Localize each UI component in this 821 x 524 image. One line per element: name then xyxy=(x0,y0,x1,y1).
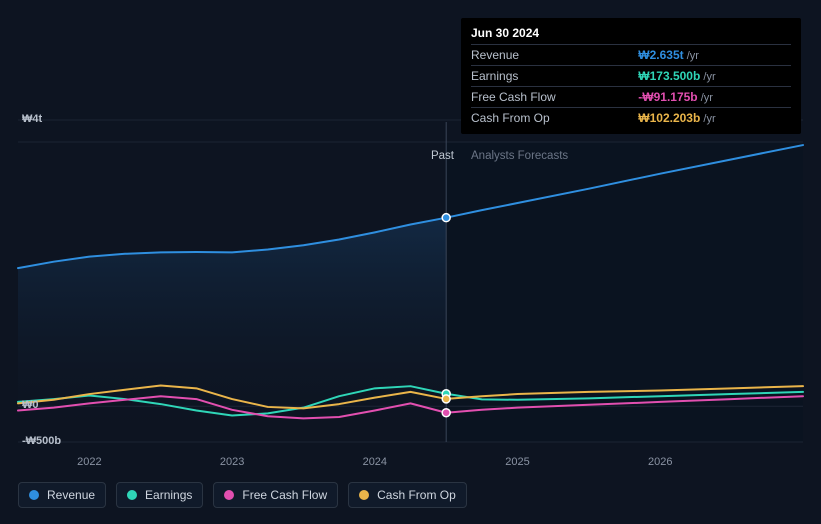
tooltip-row: Free Cash Flow-₩91.175b /yr xyxy=(471,87,791,108)
legend-item[interactable]: Free Cash Flow xyxy=(213,482,338,508)
legend-dot-icon xyxy=(224,490,234,500)
legend-label: Free Cash Flow xyxy=(242,488,327,502)
y-axis-label: ₩4t xyxy=(22,113,42,125)
tooltip-row-label: Revenue xyxy=(471,45,638,66)
legend-label: Earnings xyxy=(145,488,192,502)
legend-item[interactable]: Cash From Op xyxy=(348,482,467,508)
x-axis-label: 2026 xyxy=(648,456,672,468)
forecast-section-label: Analysts Forecasts xyxy=(471,150,568,162)
tooltip-row-value: ₩2.635t /yr xyxy=(638,45,791,66)
tooltip-row-label: Earnings xyxy=(471,66,638,87)
tooltip-row: Earnings₩173.500b /yr xyxy=(471,66,791,87)
tooltip-row-value: -₩91.175b /yr xyxy=(638,87,791,108)
legend-item[interactable]: Revenue xyxy=(18,482,106,508)
y-axis-label: -₩500b xyxy=(22,435,61,447)
past-section-label: Past xyxy=(431,150,454,162)
legend-item[interactable]: Earnings xyxy=(116,482,203,508)
x-axis-label: 2025 xyxy=(505,456,529,468)
x-axis-label: 2024 xyxy=(363,456,387,468)
legend-dot-icon xyxy=(29,490,39,500)
x-axis-label: 2022 xyxy=(77,456,101,468)
earnings-forecast-chart[interactable]: Jun 30 2024 Revenue₩2.635t /yrEarnings₩1… xyxy=(0,0,821,524)
legend-label: Cash From Op xyxy=(377,488,456,502)
chart-legend: Revenue Earnings Free Cash Flow Cash From O… xyxy=(18,482,467,508)
tooltip-row-value: ₩102.203b /yr xyxy=(638,108,791,129)
tooltip-row-label: Free Cash Flow xyxy=(471,87,638,108)
legend-dot-icon xyxy=(127,490,137,500)
x-axis-label: 2023 xyxy=(220,456,244,468)
tooltip-row: Cash From Op₩102.203b /yr xyxy=(471,108,791,129)
tooltip-date: Jun 30 2024 xyxy=(471,26,791,44)
tooltip-row-value: ₩173.500b /yr xyxy=(638,66,791,87)
legend-label: Revenue xyxy=(47,488,95,502)
legend-dot-icon xyxy=(359,490,369,500)
tooltip-row: Revenue₩2.635t /yr xyxy=(471,45,791,66)
chart-tooltip: Jun 30 2024 Revenue₩2.635t /yrEarnings₩1… xyxy=(461,18,801,134)
tooltip-table: Revenue₩2.635t /yrEarnings₩173.500b /yrF… xyxy=(471,44,791,128)
tooltip-row-label: Cash From Op xyxy=(471,108,638,129)
y-axis-label: ₩0 xyxy=(22,399,39,411)
